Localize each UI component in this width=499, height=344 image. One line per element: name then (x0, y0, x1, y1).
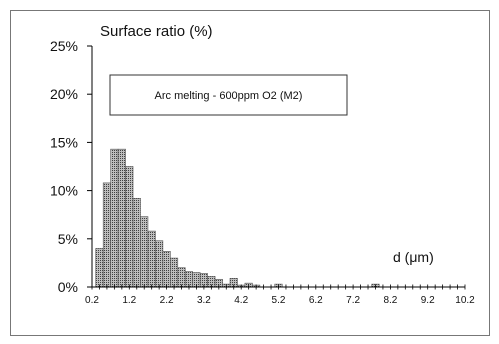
annotation-box (109, 74, 348, 116)
x-tick-label: 4.2 (234, 295, 248, 306)
x-tick-label: 7.2 (346, 295, 360, 306)
histogram-bar (110, 148, 119, 288)
y-tick-label: 25% (50, 38, 78, 54)
histogram-bar (162, 251, 171, 288)
x-axis-label: d (μm) (393, 249, 434, 265)
x-tick-label: 6.2 (309, 295, 323, 306)
chart-frame (10, 10, 490, 336)
histogram-bar (132, 198, 141, 288)
histogram-bar (147, 230, 156, 288)
x-tick-label: 8.2 (383, 295, 397, 306)
histogram-bar (155, 240, 164, 288)
chart-title: Surface ratio (%) (100, 23, 213, 40)
x-tick-label: 5.2 (272, 295, 286, 306)
histogram-bar (95, 248, 104, 288)
y-tick-label: 20% (50, 86, 78, 102)
x-tick-label: 10.2 (455, 295, 475, 306)
annotation-text: Arc melting - 600ppm O2 (M2) (155, 90, 303, 102)
y-tick-label: 5% (58, 231, 78, 247)
histogram-bar (140, 216, 149, 288)
histogram-bar (102, 182, 111, 288)
y-tick-label: 10% (50, 183, 78, 199)
histogram-bar (170, 257, 179, 288)
x-tick-label: 1.2 (122, 295, 136, 306)
y-tick-label: 15% (50, 134, 78, 150)
histogram-bar (117, 148, 126, 288)
x-tick-label: 0.2 (85, 295, 99, 306)
y-tick-label: 0% (58, 279, 78, 295)
x-tick-label: 3.2 (197, 295, 211, 306)
x-tick-label: 2.2 (160, 295, 174, 306)
x-tick-label: 9.2 (421, 295, 435, 306)
histogram-bar (177, 267, 186, 288)
histogram-bar (125, 166, 134, 288)
